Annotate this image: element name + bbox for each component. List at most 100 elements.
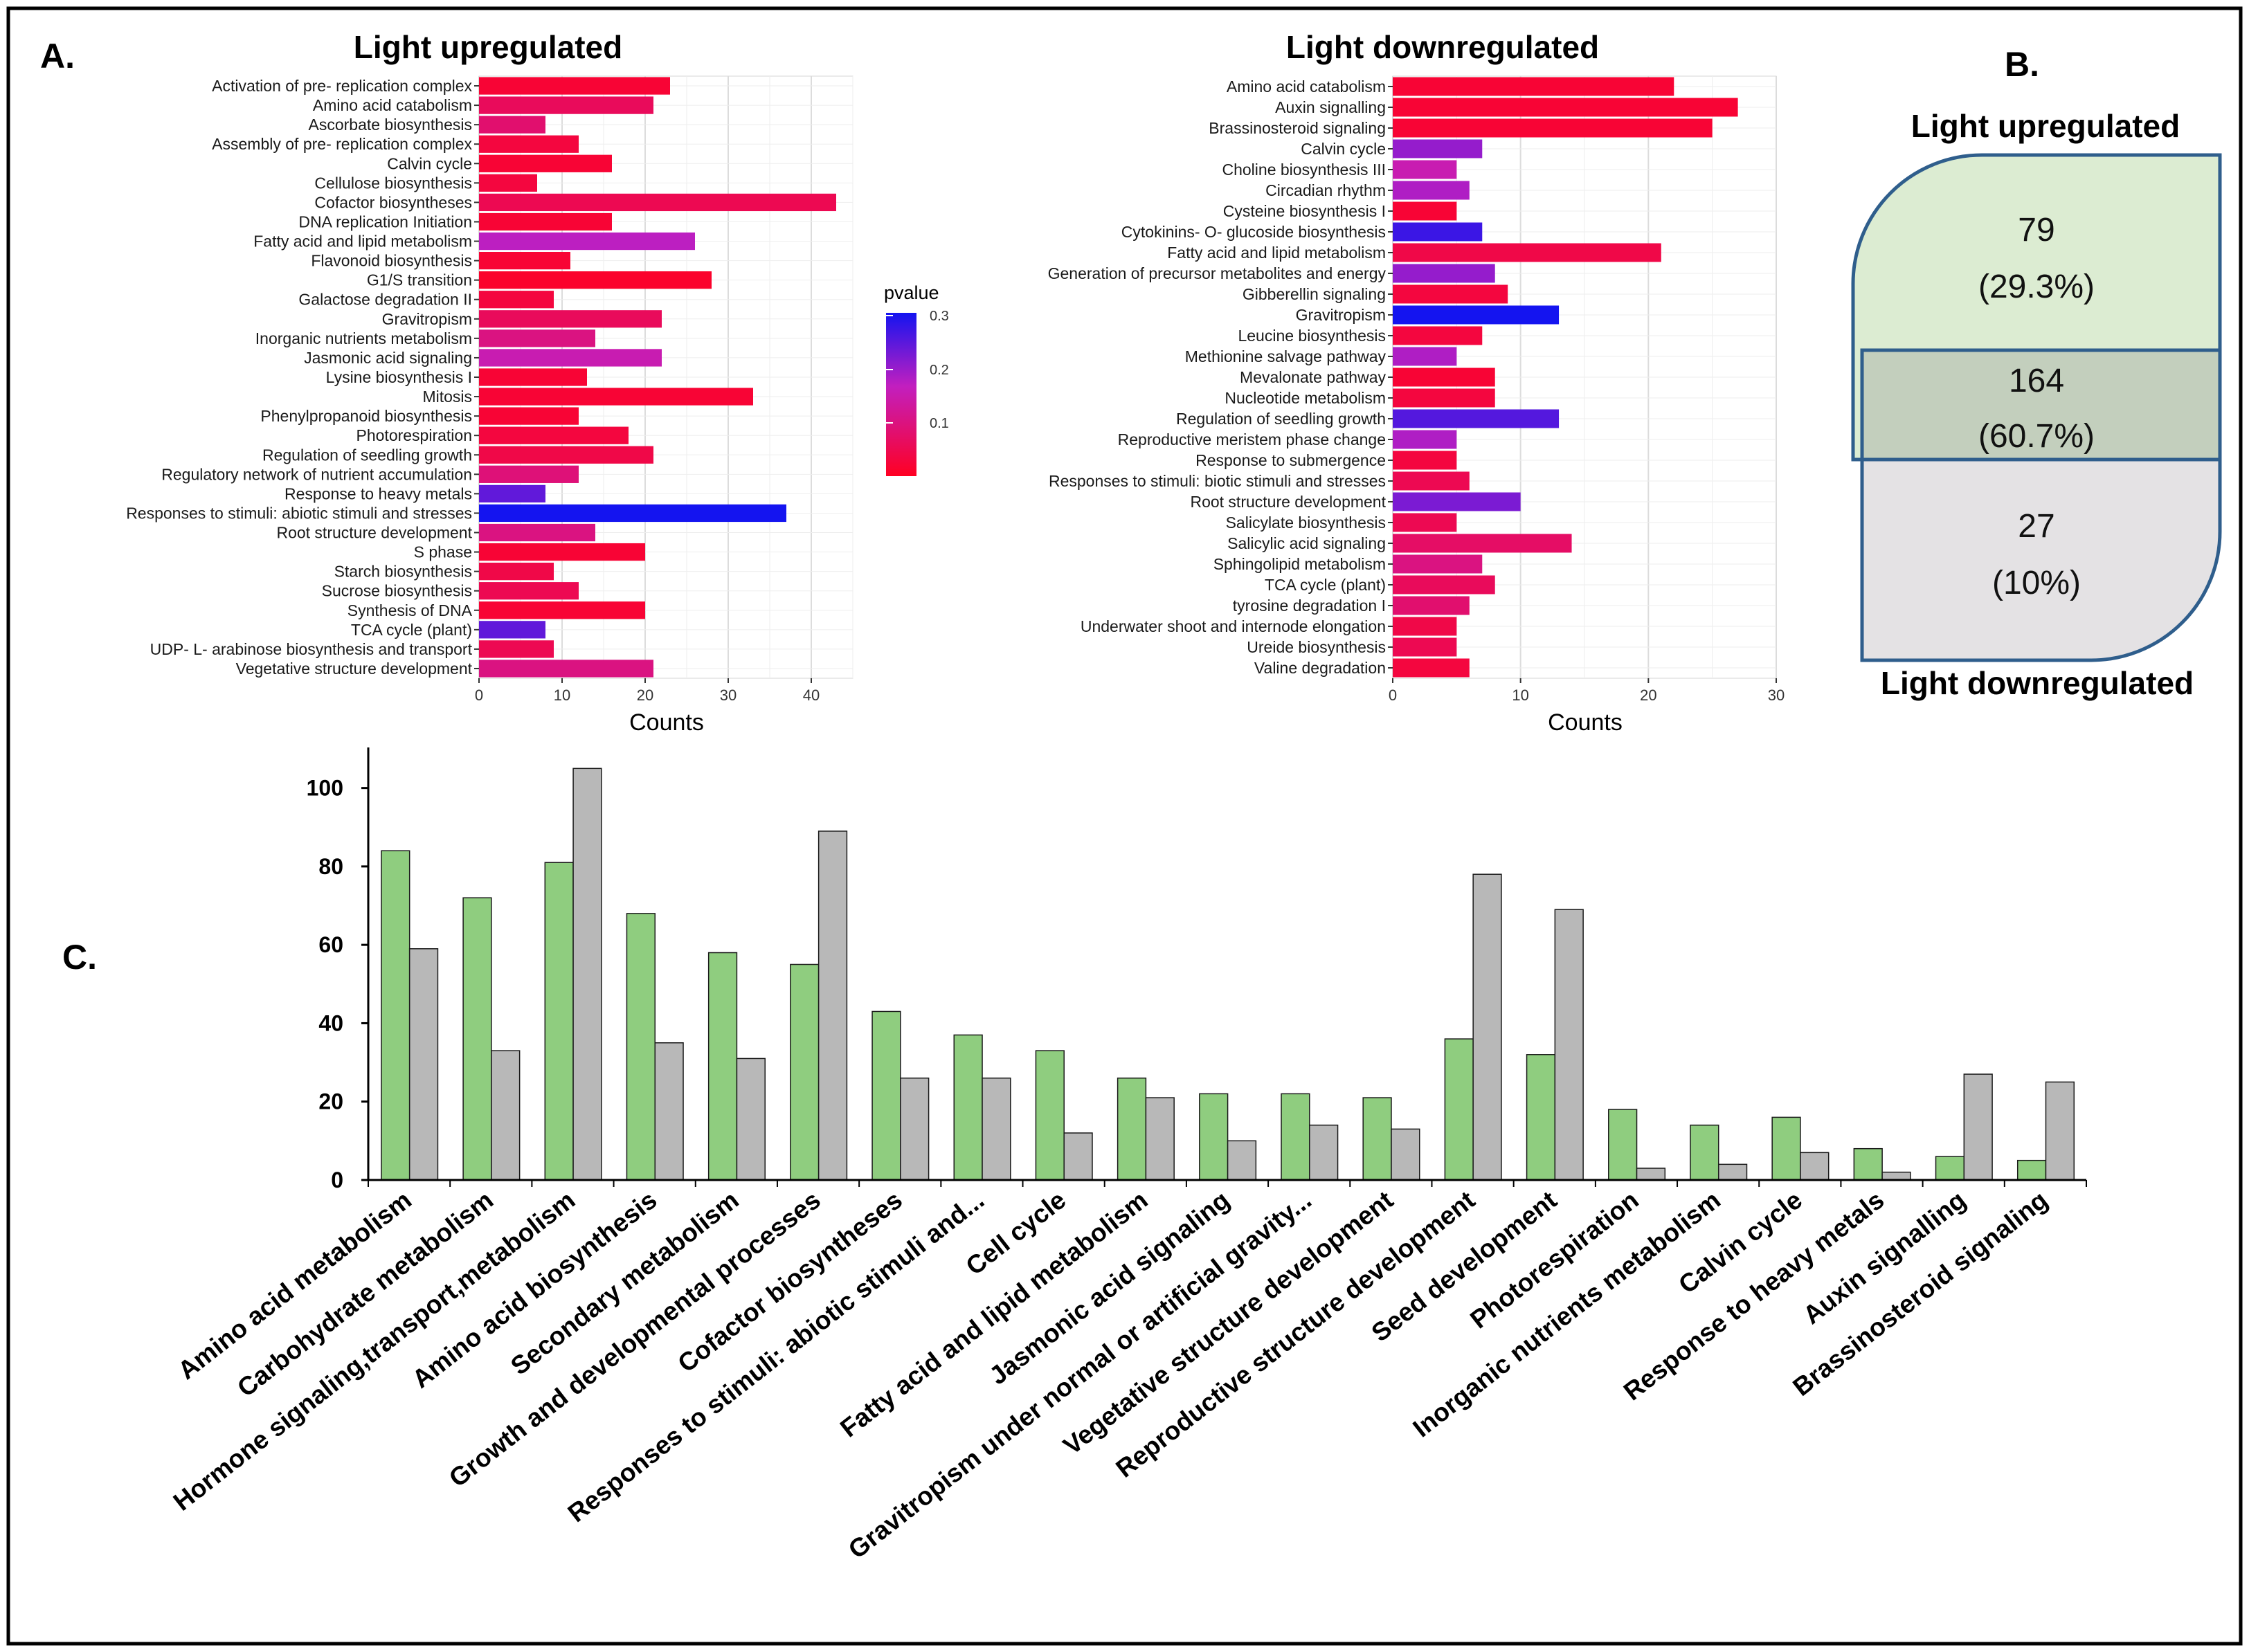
venn-shared-percent: (60.7%) — [1978, 418, 2095, 455]
comparison-bar-down-fatty-acid-and-lipid-metabolism — [1145, 1097, 1175, 1181]
comparison-bar-down-secondary-metabolism — [736, 1058, 766, 1181]
up-bar-synthesis-of-dna — [479, 601, 645, 619]
down-bar-cytokinins-o-glucoside-biosynthesis — [1393, 222, 1483, 242]
down-category-label: Calvin cycle — [1301, 140, 1386, 158]
down-bar-salicylic-acid-signaling — [1393, 534, 1572, 553]
comparison-bar-down-seed-development — [1554, 909, 1584, 1181]
comparison-bar-up-response-to-heavy-metals — [1853, 1147, 1883, 1181]
down-category-label: Sphingolipid metabolism — [1213, 555, 1386, 573]
down-bar-underwater-shoot-and-internode-elongation — [1393, 617, 1457, 636]
panel-c-label: C. — [62, 938, 97, 977]
down-x-tick-label: 30 — [1768, 687, 1785, 704]
up-bar-galactose-degradation-ii — [479, 291, 554, 309]
venn-overlap-outline — [1853, 155, 2222, 462]
down-category-label: Salicylic acid signaling — [1227, 534, 1386, 552]
up-bar-tca-cycle-plant — [479, 621, 545, 639]
down-bar-cysteine-biosynthesis-i — [1393, 201, 1457, 221]
comparison-bar-up-amino-acid-biosynthesis — [626, 913, 656, 1181]
down-bar-root-structure-development — [1393, 492, 1521, 511]
venn-up-title: Light upregulated — [1911, 108, 2180, 144]
up-bar-photorespiration — [479, 426, 629, 444]
up-category-label: Cellulose biosynthesis — [314, 174, 472, 192]
up-category-label: Jasmonic acid signaling — [304, 349, 472, 367]
comparison-bar-down-brassinosteroid-signaling — [2045, 1081, 2075, 1181]
comparison-bar-up-photorespiration — [1608, 1109, 1638, 1181]
down-category-label: Ureide biosynthesis — [1247, 638, 1386, 656]
down-category-label: tyrosine degradation I — [1233, 597, 1386, 615]
comparison-bar-up-amino-acid-metabolism — [381, 850, 410, 1181]
comparison-y-tick-label: 60 — [318, 932, 343, 957]
down-category-label: Leucine biosynthesis — [1238, 327, 1386, 345]
down-bar-reproductive-meristem-phase-change — [1393, 430, 1457, 449]
comparison-bar-up-responses-to-stimuli-abiotic-stimuli-and — [953, 1034, 983, 1181]
up-category-label: Vegetative structure development — [236, 660, 473, 678]
up-bar-amino-acid-catabolism — [479, 96, 653, 114]
venn-overlap-shape — [1862, 350, 2220, 460]
venn-down-only-count: 27 — [2018, 508, 2054, 545]
comparison-bar-up-hormone-signaling-transport-metabolism — [544, 862, 574, 1181]
up-category-label: Assembly of pre- replication complex — [212, 135, 472, 153]
up-bar-regulatory-network-of-nutrient-accumulation — [479, 465, 579, 483]
up-category-label: Flavonoid biosynthesis — [311, 252, 472, 270]
down-bar-fatty-acid-and-lipid-metabolism — [1393, 243, 1661, 262]
comparison-bar-down-reproductive-structure-development — [1472, 873, 1502, 1181]
up-bar-flavonoid-biosynthesis — [479, 251, 570, 270]
comparison-bar-down-gravitropism-under-normal-or-artificial-gravity — [1309, 1124, 1339, 1181]
down-category-label: Salicylate biosynthesis — [1226, 514, 1386, 532]
down-category-label: Response to submergence — [1195, 451, 1386, 469]
comparison-bar-down-inorganic-nutrients-metabolism — [1717, 1163, 1748, 1181]
up-category-label: Amino acid catabolism — [313, 96, 472, 114]
venn-down-only-percent: (10%) — [1992, 565, 2081, 601]
up-category-label: Regulation of seedling growth — [262, 446, 472, 464]
down-category-label: Responses to stimuli: biotic stimuli and… — [1049, 472, 1386, 490]
comparison-bar-down-amino-acid-metabolism — [408, 948, 439, 1181]
comparison-bar-down-cell-cycle — [1063, 1132, 1093, 1181]
comparison-bar-down-jasmonic-acid-signaling — [1227, 1140, 1257, 1181]
down-bar-gravitropism — [1393, 305, 1560, 325]
up-category-label: Responses to stimuli: abiotic stimuli an… — [126, 504, 472, 522]
up-category-label: Mitosis — [422, 388, 472, 406]
up-category-label: Galactose degradation II — [298, 291, 472, 309]
comparison-bar-up-cofactor-biosyntheses — [871, 1010, 901, 1181]
down-plot: Amino acid catabolism Auxin signalling Bra… — [1048, 75, 1785, 704]
down-bar-sphingolipid-metabolism — [1393, 554, 1483, 574]
comparison-bar-down-amino-acid-biosynthesis — [654, 1042, 684, 1181]
up-category-label: DNA replication Initiation — [298, 212, 472, 230]
comparison-bar-up-jasmonic-acid-signaling — [1199, 1093, 1229, 1181]
up-x-tick-label: 10 — [554, 687, 570, 704]
down-bar-gibberellin-signaling — [1393, 284, 1508, 304]
up-category-label: Lysine biosynthesis I — [326, 368, 472, 386]
comparison-bar-up-cell-cycle — [1035, 1050, 1065, 1181]
panel-b-label: B. — [2005, 45, 2039, 84]
comparison-bar-up-inorganic-nutrients-metabolism — [1690, 1124, 1719, 1181]
up-category-label: Cofactor biosyntheses — [314, 193, 472, 211]
up-category-label: Starch biosynthesis — [334, 563, 472, 581]
venn-overlap-outline-2 — [1860, 348, 2220, 660]
up-bar-sucrose-biosynthesis — [479, 582, 579, 600]
down-category-label: Brassinosteroid signaling — [1209, 119, 1386, 137]
up-category-label: Inorganic nutrients metabolism — [255, 329, 472, 347]
down-bar-auxin-signalling — [1393, 98, 1738, 117]
down-category-label: Methionine salvage pathway — [1185, 347, 1387, 365]
comparison-bar-up-brassinosteroid-signaling — [2016, 1159, 2047, 1181]
down-bar-circadian-rhythm — [1393, 181, 1470, 200]
up-category-label: Root structure development — [276, 524, 472, 542]
comparison-y-tick-label: 20 — [318, 1089, 343, 1114]
up-chart-title: Light upregulated — [354, 29, 622, 65]
down-category-label: Gibberellin signaling — [1243, 285, 1386, 303]
up-bar-response-to-heavy-metals — [479, 484, 545, 503]
down-category-label: Generation of precursor metabolites and … — [1048, 264, 1387, 282]
comparison-bar-up-vegetative-structure-development — [1362, 1097, 1392, 1181]
up-bar-lysine-biosynthesis-i — [479, 368, 587, 386]
up-category-label: Activation of pre- replication complex — [212, 77, 472, 95]
up-category-label: Synthesis of DNA — [347, 601, 473, 619]
comparison-bar-up-reproductive-structure-development — [1444, 1038, 1474, 1181]
up-category-label: Response to heavy metals — [284, 484, 472, 502]
down-bar-salicylate-biosynthesis — [1393, 513, 1457, 532]
up-bar-assembly-of-pre-replication-complex — [479, 135, 579, 153]
down-bar-response-to-submergence — [1393, 451, 1457, 470]
comparison-y-tick-label: 100 — [307, 776, 343, 801]
comparison-bar-down-cofactor-biosyntheses — [900, 1077, 930, 1181]
down-category-label: Valine degradation — [1254, 659, 1386, 677]
pvalue-legend-tick-0-3: 0.3 — [930, 309, 949, 324]
